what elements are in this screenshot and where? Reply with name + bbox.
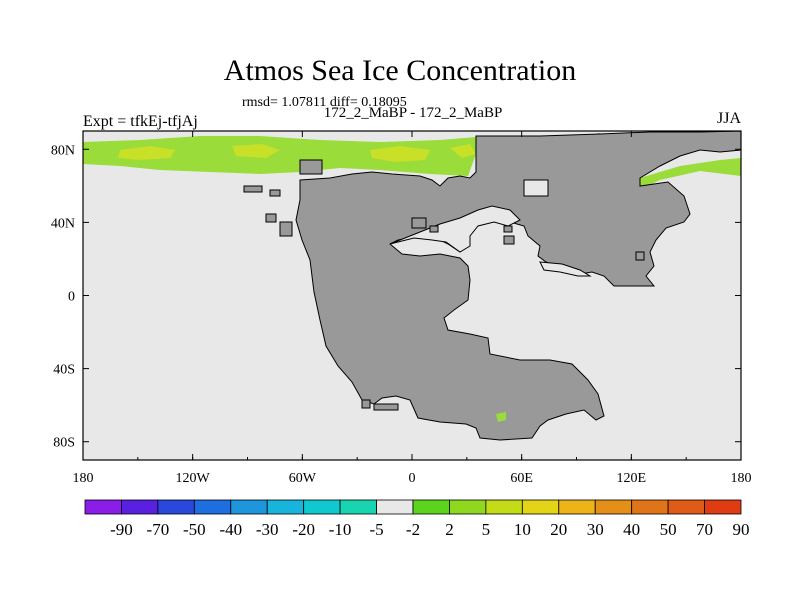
colorbar-label: 40: [623, 520, 640, 539]
island-east-arc: [635, 251, 645, 261]
island-nw-4: [279, 221, 293, 237]
island-north: [299, 159, 323, 175]
x-tick-label: 180: [731, 471, 752, 486]
map-title: Atmos Sea Ice Concentration: [223, 54, 577, 87]
rmsd-diff-stats: rmsd= 1.07811 diff= 0.18095: [242, 95, 407, 110]
colorbar-label: -2: [406, 520, 420, 539]
colorbar-swatch: [193, 499, 232, 515]
colorbar-swatch: [303, 499, 341, 515]
colorbar-label: -10: [329, 520, 352, 539]
colorbar-label: -50: [183, 520, 206, 539]
island-south-1: [361, 399, 371, 409]
colorbar-swatch: [521, 499, 560, 515]
colorbar-swatch: [704, 499, 742, 515]
tethys-sea: [389, 205, 521, 253]
x-tick-label: 180: [73, 471, 94, 486]
island-nw-3: [265, 213, 277, 223]
colorbar-label: -40: [219, 520, 242, 539]
ice-high-patch: [118, 144, 476, 162]
island-nw-1: [243, 185, 263, 193]
colorbar-swatch: [339, 499, 377, 515]
colorbar-label: -20: [292, 520, 315, 539]
x-tick-label: 120W: [176, 471, 211, 486]
y-tick-label: 80S: [53, 436, 75, 451]
colorbar-label: 30: [587, 520, 604, 539]
axis-tick-labels: 180 120W 60W 0 60E 120E 180 80N 40N 0 40S 80S: [51, 143, 752, 486]
colorbar-label: 90: [733, 520, 750, 539]
colorbar-label: -30: [256, 520, 279, 539]
island-tethys-3: [503, 225, 513, 233]
x-tick-label: 60W: [289, 471, 317, 486]
colorbar-label: 2: [445, 520, 454, 539]
colorbar-label: 10: [514, 520, 531, 539]
season-label: JJA: [716, 110, 741, 127]
y-tick-label: 0: [68, 290, 75, 305]
colorbar-swatch: [667, 499, 705, 515]
colorbar-label: 70: [696, 520, 713, 539]
colorbar-swatch: [485, 499, 523, 515]
colorbar-swatch: [631, 499, 669, 515]
experiment-label: Expt = tfkEj-tfjAj: [83, 113, 198, 130]
colorbar-label: 50: [660, 520, 677, 539]
eastern-bay: [539, 261, 592, 277]
colorbar-swatch: [121, 499, 159, 515]
colorbar-swatch: [449, 499, 487, 515]
colorbar-swatch: [84, 499, 122, 515]
colorbar-swatch: [230, 499, 268, 515]
island-tethys-1: [411, 217, 427, 229]
island-south-2: [373, 403, 399, 411]
colorbar-label: -70: [147, 520, 170, 539]
colorbar-label: -5: [369, 520, 383, 539]
colorbar: -90 -70 -50 -40 -30 -20 -10 -5 -2 2 5 10 20 30 40 50 70 9…: [84, 499, 750, 539]
colorbar-swatch: [558, 499, 596, 515]
experiment-subtitle: 172_2_MaBP - 172_2_MaBP: [323, 105, 503, 121]
y-tick-label: 40S: [53, 363, 75, 378]
colorbar-label: 5: [482, 520, 491, 539]
southern-ice-patch: [496, 412, 506, 422]
axis-ticks: [82, 131, 742, 460]
y-tick-label: 80N: [51, 143, 75, 158]
island-tethys-2: [429, 225, 439, 233]
colorbar-swatch: [594, 499, 633, 515]
colorbar-label: 20: [550, 520, 567, 539]
land-masses: [243, 130, 742, 441]
x-tick-label: 60E: [510, 471, 533, 486]
colorbar-swatch: [412, 499, 450, 515]
colorbar-swatch: [157, 499, 195, 515]
island-tethys-4: [503, 235, 515, 245]
inland-basin: [523, 179, 549, 197]
y-tick-label: 40N: [51, 216, 75, 231]
x-tick-label: 0: [409, 471, 416, 486]
colorbar-swatch: [376, 499, 414, 515]
colorbar-label: -90: [110, 520, 133, 539]
colorbar-swatch: [266, 499, 305, 515]
x-tick-label: 120E: [617, 471, 647, 486]
island-nw-2: [269, 189, 281, 197]
